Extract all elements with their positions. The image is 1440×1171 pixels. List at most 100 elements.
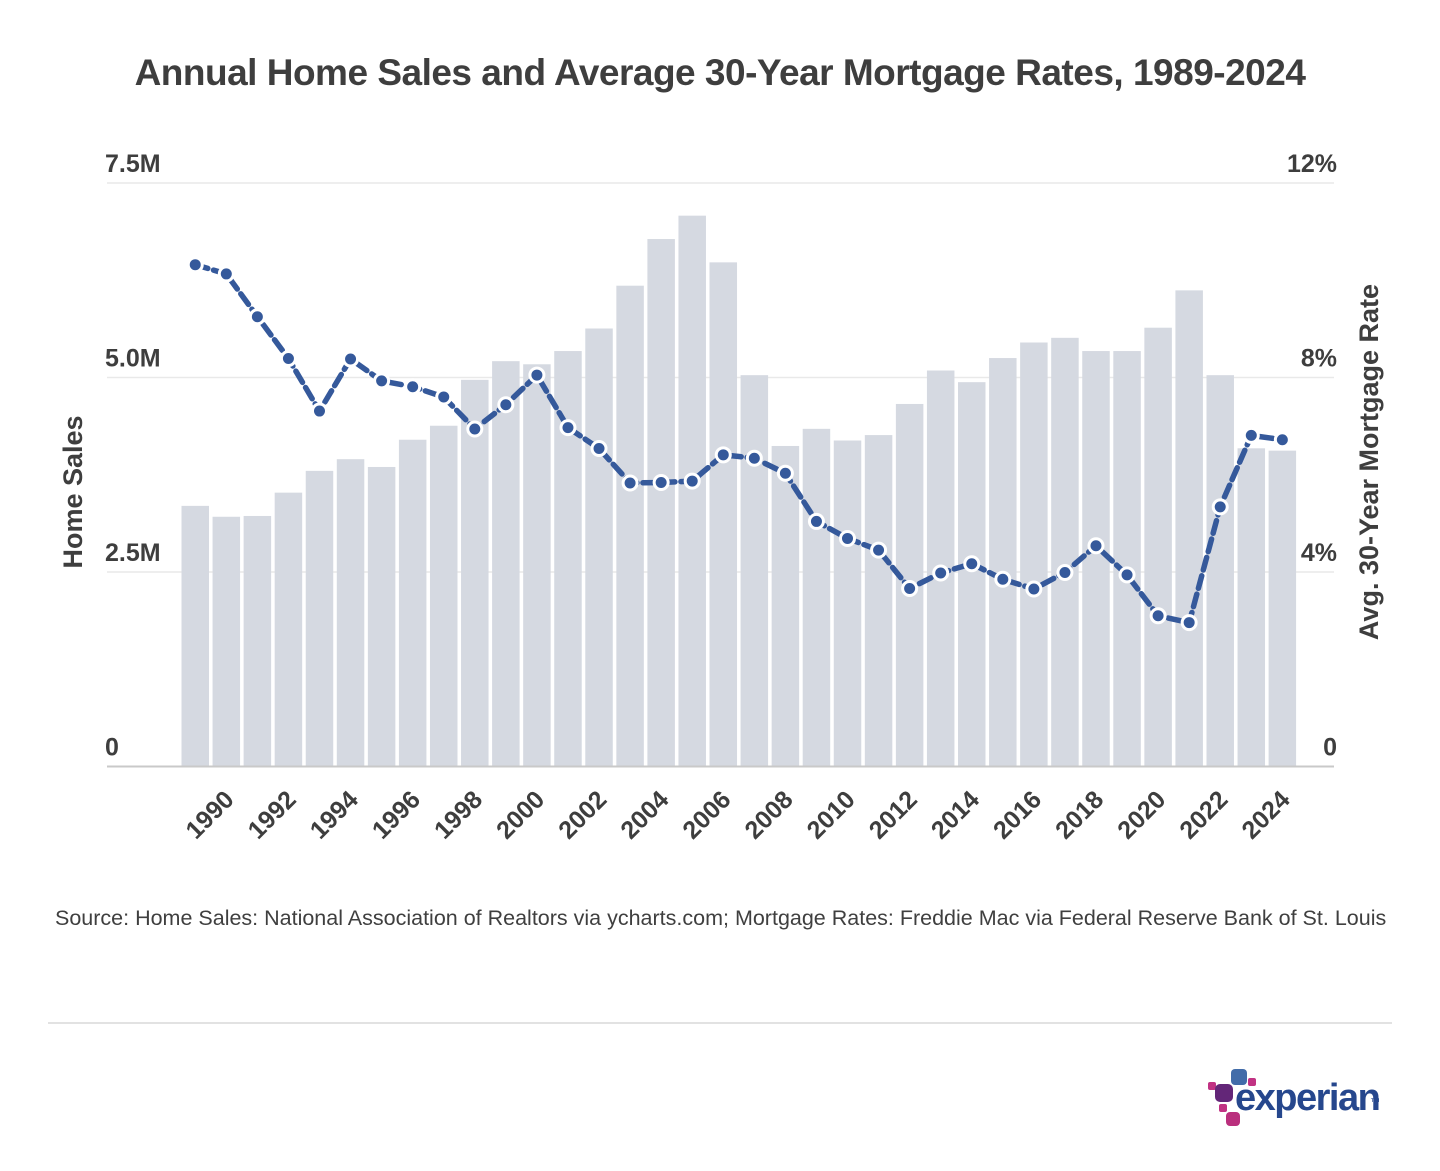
bar-1997 <box>429 425 458 767</box>
x-axis-year-label: 2022 <box>1174 785 1233 844</box>
bar-1999 <box>492 361 520 767</box>
point-2016 <box>1025 580 1043 598</box>
bar-1989 <box>181 505 209 767</box>
logo-square-magenta-icon <box>1226 1112 1240 1126</box>
point-1989 <box>186 256 204 274</box>
right-axis-tick-label: 8% <box>1301 345 1337 373</box>
point-2015 <box>994 570 1012 588</box>
bar-2018 <box>1082 351 1110 767</box>
x-axis-year-label: 2002 <box>553 785 612 844</box>
point-2007 <box>745 449 763 467</box>
bar-2004 <box>647 239 675 767</box>
logo-dot-magenta-small-1-icon <box>1208 1082 1216 1090</box>
point-2021 <box>1180 614 1198 632</box>
left-axis-tick-label: 7.5M <box>105 150 161 178</box>
x-axis-year-label: 1992 <box>243 785 302 844</box>
logo-square-blue-icon <box>1231 1069 1247 1085</box>
point-2019 <box>1118 566 1136 584</box>
point-2022 <box>1211 498 1229 516</box>
chart-title: Annual Home Sales and Average 30-Year Mo… <box>134 52 1306 93</box>
point-2003 <box>621 474 639 492</box>
point-1991 <box>248 308 266 326</box>
x-axis-year-label: 2010 <box>802 785 861 844</box>
x-axis-year-label: 2018 <box>1050 785 1109 844</box>
right-axis-tick-label: 12% <box>1287 150 1337 178</box>
bar-1991 <box>243 515 272 767</box>
bar-1995 <box>367 466 396 767</box>
bar-2024 <box>1268 450 1297 767</box>
trademark-symbol: ™ <box>1370 1097 1380 1108</box>
bar-2021 <box>1175 290 1203 767</box>
bar-2002 <box>585 328 613 767</box>
source-note: Source: Home Sales: National Association… <box>55 906 1387 930</box>
bar-2022 <box>1206 375 1234 767</box>
bar-1992 <box>274 492 303 767</box>
x-axis-year-label: 2012 <box>864 785 923 844</box>
bar-2017 <box>1051 337 1079 767</box>
right-axis-tick-label: 0 <box>1323 734 1337 762</box>
point-1994 <box>342 350 360 368</box>
point-2008 <box>776 464 794 482</box>
bar-2000 <box>523 364 551 767</box>
bar-2005 <box>678 215 706 767</box>
point-1999 <box>497 396 515 414</box>
left-axis-tick-label: 0 <box>105 734 119 762</box>
point-2018 <box>1087 537 1105 555</box>
left-axis-title: Home Sales <box>58 415 88 568</box>
point-2002 <box>590 439 608 457</box>
point-2001 <box>559 419 577 437</box>
point-2020 <box>1149 607 1167 625</box>
point-2012 <box>901 580 919 598</box>
experian-wordmark: experian <box>1235 1077 1381 1119</box>
point-2024 <box>1273 431 1291 449</box>
point-2000 <box>528 366 546 384</box>
bar-2020 <box>1144 327 1172 767</box>
point-2017 <box>1056 563 1074 581</box>
bar-1994 <box>336 459 365 767</box>
point-1993 <box>310 402 328 420</box>
point-1995 <box>373 372 391 390</box>
point-2011 <box>870 541 888 559</box>
bar-2008 <box>771 445 800 767</box>
x-axis-year-label: 2014 <box>926 785 985 844</box>
x-axis-year-label: 1990 <box>180 785 239 844</box>
point-1998 <box>466 420 484 438</box>
bar-2009 <box>802 428 831 767</box>
logo-dot-magenta-small-3-icon <box>1219 1104 1227 1112</box>
x-axis-year-label: 2004 <box>615 785 674 844</box>
right-axis-tick-label: 4% <box>1301 539 1337 567</box>
point-2014 <box>963 555 981 573</box>
bar-2003 <box>616 285 644 767</box>
left-axis-tick-label: 2.5M <box>105 539 161 567</box>
point-1992 <box>279 350 297 368</box>
bar-2006 <box>709 262 738 767</box>
point-2010 <box>839 529 857 547</box>
bar-1990 <box>212 516 241 767</box>
point-1997 <box>435 388 453 406</box>
bar-2011 <box>864 435 893 767</box>
point-2013 <box>932 564 950 582</box>
x-axis-year-label: 2000 <box>491 785 550 844</box>
point-2009 <box>807 512 825 530</box>
x-axis-year-label: 2008 <box>740 785 799 844</box>
bar-2007 <box>740 375 769 767</box>
point-2004 <box>652 474 670 492</box>
x-axis-year-label: 2020 <box>1112 785 1171 844</box>
bar-2019 <box>1113 351 1141 767</box>
left-axis-tick-label: 5.0M <box>105 345 161 373</box>
point-1990 <box>217 265 235 283</box>
bar-2023 <box>1237 448 1266 767</box>
x-axis-year-label: 2016 <box>988 785 1047 844</box>
bar-1993 <box>305 470 334 767</box>
logo-square-purple-icon <box>1215 1084 1233 1102</box>
bar-2014 <box>958 382 986 767</box>
x-axis-year-label: 2006 <box>677 785 736 844</box>
point-2023 <box>1242 426 1260 444</box>
footer-divider <box>48 1022 1392 1024</box>
bar-1998 <box>461 379 489 767</box>
bar-1996 <box>398 439 427 767</box>
bar-2010 <box>833 440 862 767</box>
combo-chart: 0 2.5M 5.0M 7.5M 0 4% 8% 12% 1990 1992 1994 1996 199… <box>58 150 1384 845</box>
point-1996 <box>404 378 422 396</box>
point-2005 <box>683 472 701 490</box>
